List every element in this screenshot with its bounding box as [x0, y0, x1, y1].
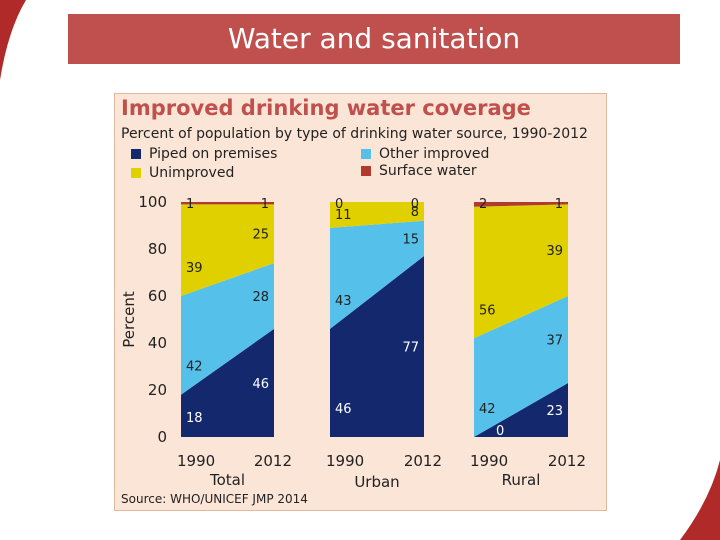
data-label-total-surface-water-2012: 1	[261, 197, 269, 212]
y-axis-label: Percent	[120, 291, 138, 348]
area-total-surface-water	[181, 202, 274, 205]
data-label-rural-other-improved-2012: 37	[546, 333, 563, 348]
data-label-urban-unimproved-2012: 8	[411, 205, 419, 220]
data-label-total-other-improved-2012: 28	[252, 290, 269, 305]
data-label-urban-surface-water-2012: 0	[411, 197, 419, 212]
area-total-unimproved	[181, 204, 274, 296]
legend-label-surface-water: Surface water	[379, 163, 477, 179]
data-label-rural-piped-on-premises-2012: 23	[546, 404, 563, 419]
x-tick-total-1990: 1990	[177, 452, 215, 470]
x-tick-urban-2012: 2012	[404, 452, 442, 470]
legend-swatch-unimproved	[131, 168, 141, 178]
y-tick-label-40: 40	[148, 334, 167, 352]
data-label-total-surface-water-1990: 1	[186, 197, 194, 212]
area-urban-other-improved	[330, 220, 424, 329]
legend-label-unimproved: Unimproved	[149, 165, 235, 181]
data-label-urban-piped-on-premises-1990: 46	[335, 402, 352, 417]
y-tick-label-100: 100	[138, 193, 167, 211]
x-tick-rural-1990: 1990	[470, 452, 508, 470]
data-label-rural-surface-water-2012: 1	[555, 197, 563, 212]
data-label-urban-other-improved-2012: 15	[402, 232, 419, 247]
legend-swatch-surface-water	[361, 166, 371, 176]
slide-title: Water and sanitation	[68, 14, 680, 64]
data-label-urban-unimproved-1990: 11	[335, 208, 352, 223]
legend-swatch-other-improved	[361, 149, 371, 159]
area-rural-other-improved	[474, 296, 568, 437]
x-tick-total-2012: 2012	[254, 452, 292, 470]
legend-surface-water: Surface water	[361, 163, 477, 179]
group-label-urban: Urban	[354, 473, 399, 491]
area-urban-piped-on-premises	[330, 256, 424, 437]
data-label-urban-other-improved-1990: 43	[335, 294, 352, 309]
data-label-total-piped-on-premises-2012: 46	[252, 377, 269, 392]
chart-source: Source: WHO/UNICEF JMP 2014	[121, 492, 308, 506]
data-label-rural-other-improved-1990: 42	[479, 402, 496, 417]
data-label-total-unimproved-2012: 25	[252, 228, 269, 243]
decorative-swoosh-left	[0, 0, 26, 80]
legend-label-piped: Piped on premises	[149, 146, 278, 162]
legend-other-improved: Other improved	[361, 146, 489, 162]
data-label-total-unimproved-1990: 39	[186, 261, 203, 276]
decorative-swoosh-right	[680, 460, 720, 540]
x-tick-urban-1990: 1990	[326, 452, 364, 470]
chart-panel: Improved drinking water coverage Percent…	[114, 93, 607, 511]
area-rural-unimproved	[474, 204, 568, 339]
data-label-total-other-improved-1990: 42	[186, 360, 203, 375]
area-urban-unimproved	[330, 202, 424, 228]
x-tick-rural-2012: 2012	[548, 452, 586, 470]
area-total-piped-on-premises	[181, 328, 274, 437]
data-label-rural-surface-water-1990: 2	[479, 197, 487, 212]
area-rural-surface-water	[474, 202, 568, 207]
legend-piped: Piped on premises	[131, 146, 277, 162]
y-tick-label-0: 0	[157, 428, 167, 446]
data-label-rural-unimproved-1990: 56	[479, 303, 496, 318]
y-tick-label-60: 60	[148, 287, 167, 305]
data-label-urban-piped-on-premises-2012: 77	[402, 341, 419, 356]
y-tick-label-20: 20	[148, 381, 167, 399]
group-label-total: Total	[209, 471, 245, 489]
area-total-other-improved	[181, 263, 274, 395]
legend-unimproved: Unimproved	[131, 165, 234, 181]
chart-subtitle: Percent of population by type of drinkin…	[121, 126, 588, 142]
y-tick-label-80: 80	[148, 240, 167, 258]
chart-title: Improved drinking water coverage	[121, 96, 531, 120]
legend-swatch-piped	[131, 149, 141, 159]
group-label-rural: Rural	[502, 471, 541, 489]
legend-label-other-improved: Other improved	[379, 146, 490, 162]
data-label-rural-unimproved-2012: 39	[546, 244, 563, 259]
data-label-total-piped-on-premises-1990: 18	[186, 411, 203, 426]
data-label-rural-piped-on-premises-1990: 0	[496, 424, 504, 439]
data-label-urban-surface-water-1990: 0	[335, 197, 343, 212]
